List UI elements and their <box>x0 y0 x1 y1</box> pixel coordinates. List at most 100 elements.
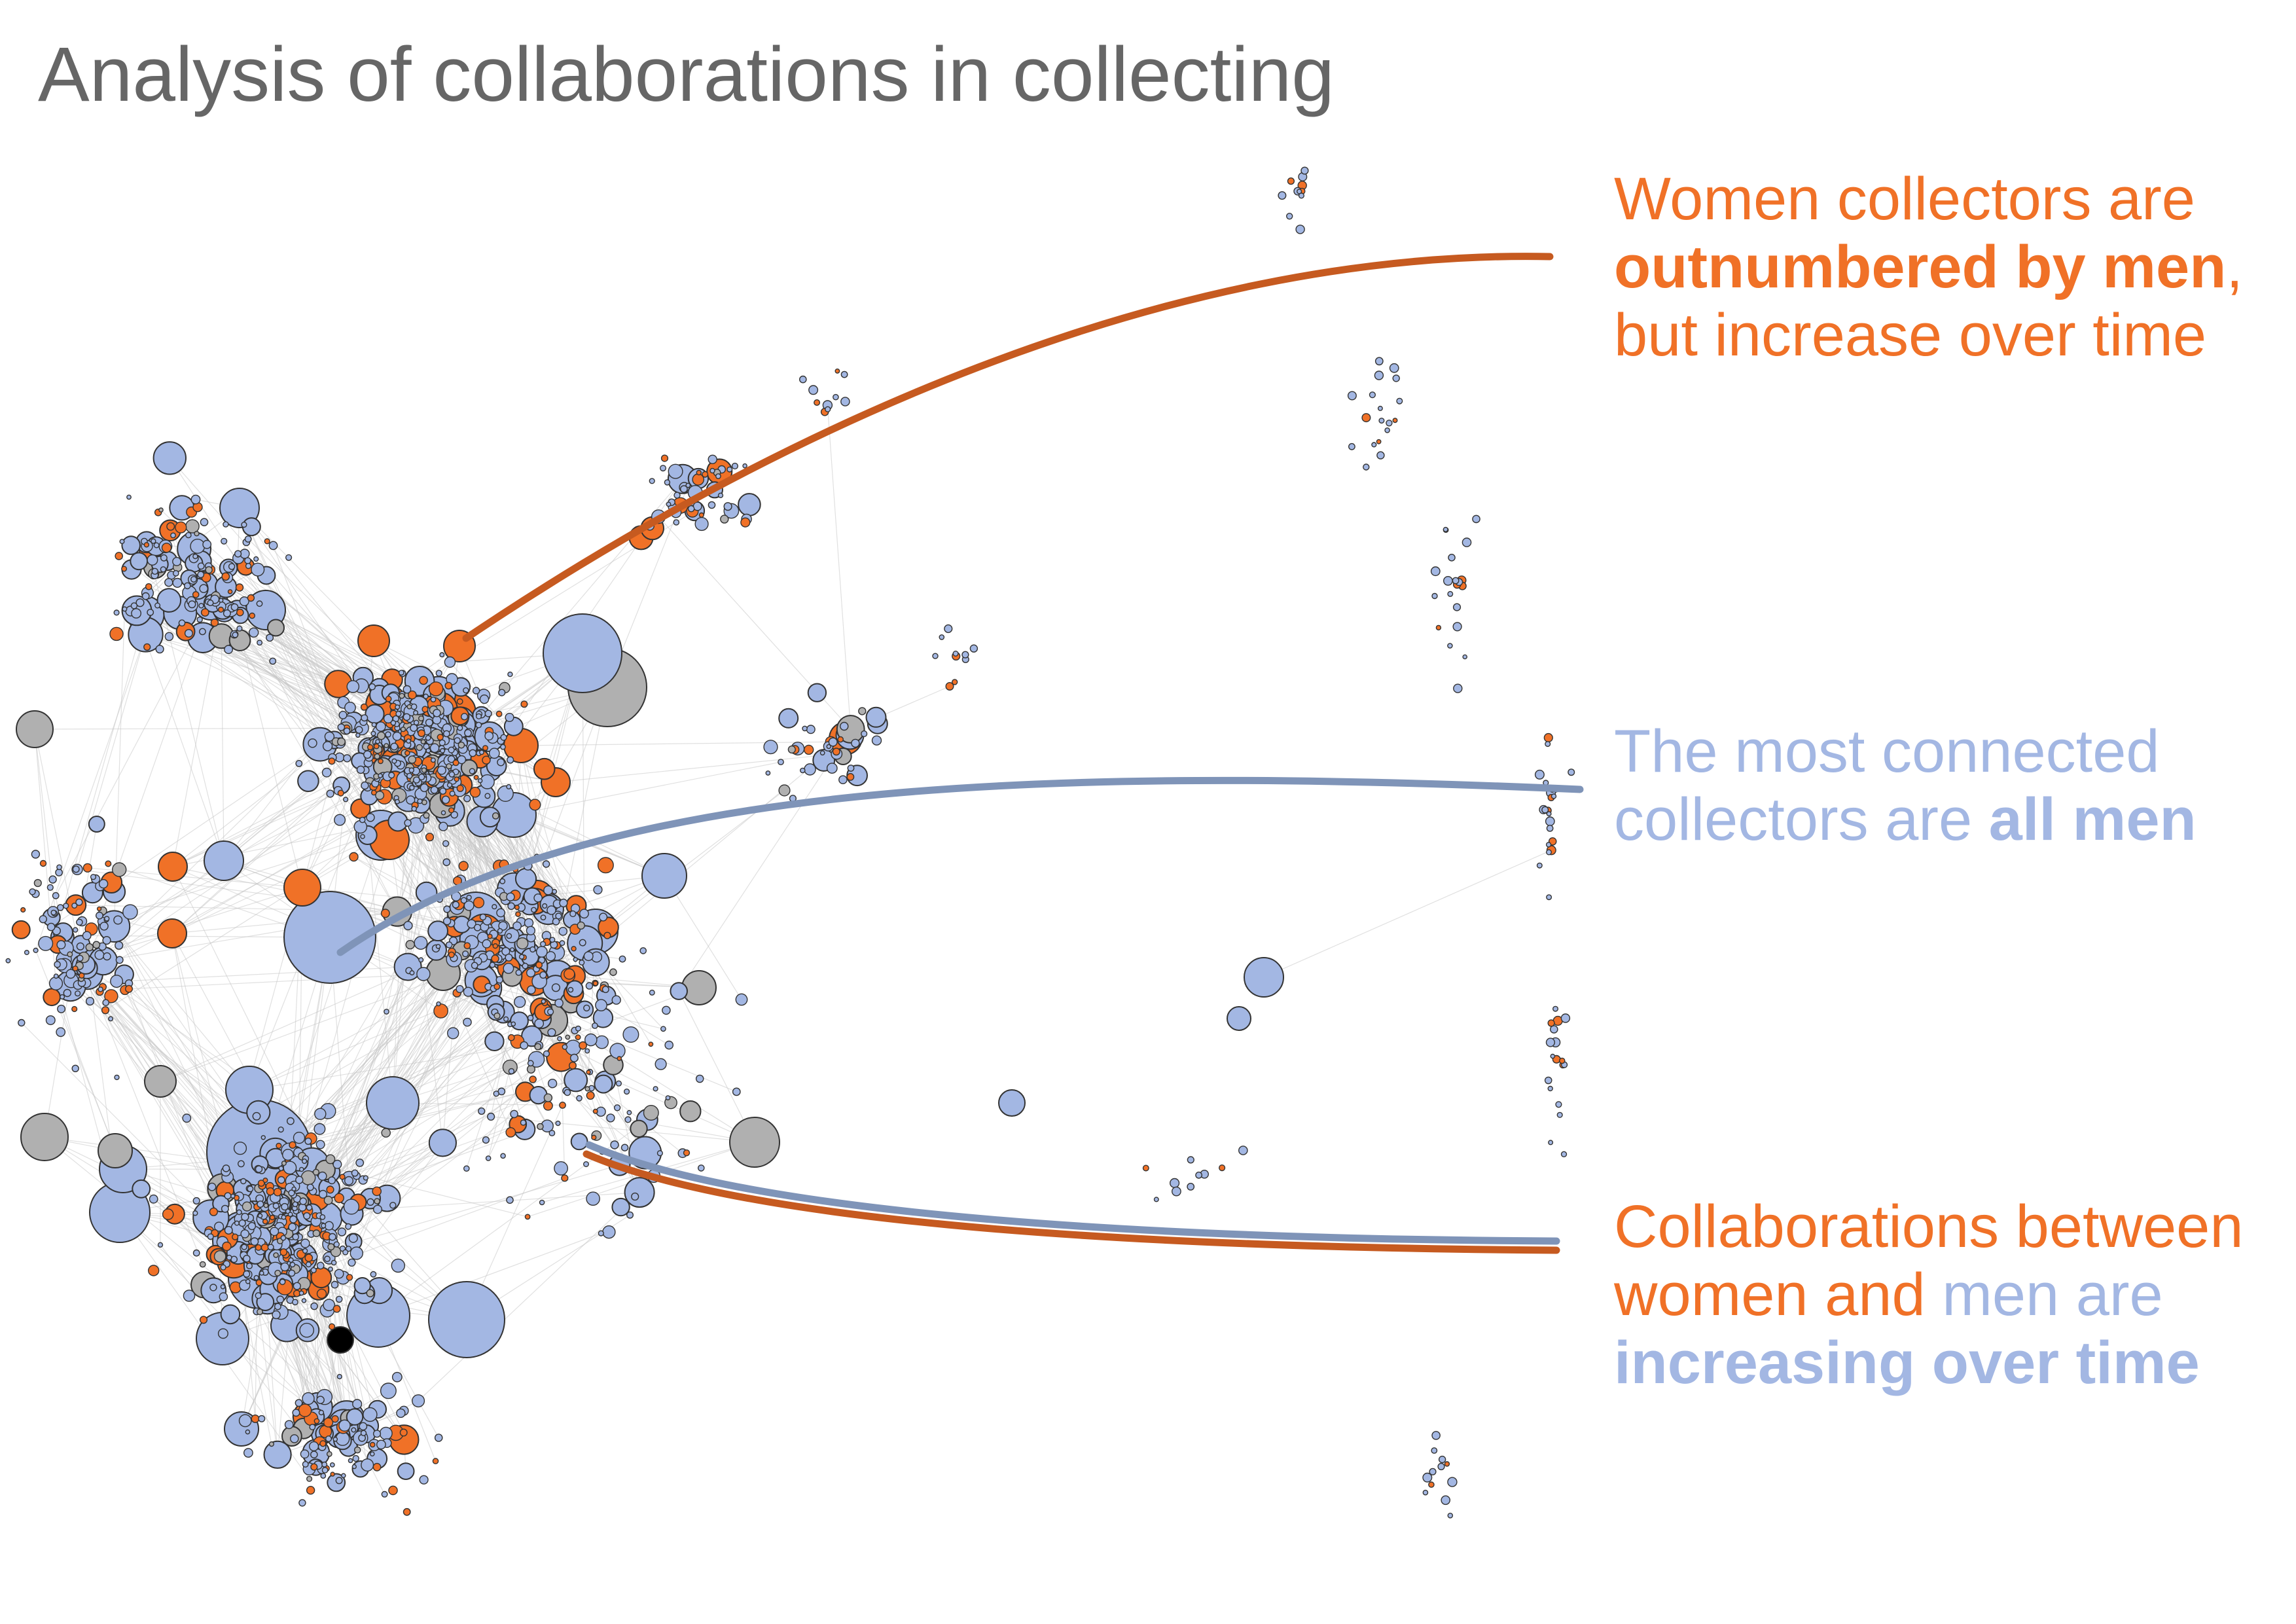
collector-node-men <box>260 1135 266 1140</box>
collector-node-men <box>708 454 717 464</box>
collector-node-unknown <box>787 745 796 754</box>
collector-node-men <box>433 709 441 717</box>
collector-node-men <box>450 810 458 819</box>
collector-node-men <box>555 1120 561 1127</box>
collector-node-women <box>740 517 751 528</box>
annotation-mixed-text-1: Collaborations between women and <box>1614 1193 2244 1328</box>
collector-node-men <box>543 885 553 895</box>
collector-node-men <box>236 1209 242 1216</box>
collector-node-men <box>511 1021 516 1027</box>
annotation-mixed-text-3: increasing over time <box>1614 1329 2200 1396</box>
collector-node-men <box>403 920 413 931</box>
annotation-mixed-text-2: men are <box>1942 1261 2163 1328</box>
collector-node-unknown <box>778 784 791 797</box>
collector-node-men <box>1376 451 1385 460</box>
collector-node-men <box>826 744 831 749</box>
network-edge <box>334 988 486 1285</box>
collector-node-unknown <box>92 941 101 949</box>
collector-node-men <box>420 783 429 793</box>
collector-node-women <box>433 1003 448 1019</box>
collector-node-men <box>243 1270 251 1278</box>
collector-node-men <box>543 1050 550 1057</box>
collector-node-men <box>765 770 771 776</box>
collector-node-men <box>435 670 442 677</box>
collector-node-men <box>155 645 164 654</box>
collector-node-women <box>232 1233 239 1240</box>
collector-node-men <box>1552 1005 1558 1012</box>
collector-node-unknown <box>268 1441 275 1447</box>
collector-node-men <box>419 1475 429 1485</box>
collector-node-men <box>172 577 183 588</box>
collector-node-women <box>586 1091 595 1100</box>
collector-node-women <box>370 789 377 796</box>
collector-node-men <box>298 1499 306 1507</box>
collector-node-men <box>1447 1512 1454 1519</box>
collector-node-women <box>346 1274 353 1281</box>
collector-node-men <box>370 1271 377 1278</box>
collector-node-men <box>372 1430 382 1438</box>
collector-node-men <box>567 986 574 993</box>
collector-node-men <box>807 683 827 702</box>
collector-node-men <box>413 776 420 784</box>
collector-node-men <box>329 1233 336 1241</box>
collector-node-men <box>427 920 448 942</box>
collector-node-men <box>430 757 436 763</box>
collector-node-men <box>518 954 525 960</box>
collector-node-men <box>272 1202 279 1210</box>
collector-node-men <box>246 1100 271 1125</box>
collector-node-men <box>1374 370 1384 380</box>
collector-node-men <box>619 955 626 963</box>
collector-node-men <box>1545 1038 1556 1047</box>
collector-node-men <box>301 1298 307 1303</box>
collector-node-women <box>514 905 520 911</box>
collector-node-men <box>391 1258 405 1273</box>
collector-node-men <box>302 1158 308 1164</box>
network-edge <box>1263 850 1552 978</box>
collector-node-women <box>1376 439 1382 444</box>
collector-node-men <box>366 813 375 822</box>
collector-node-men <box>583 1161 590 1167</box>
collector-node-unknown <box>375 791 385 801</box>
collector-node-men <box>1551 793 1557 799</box>
collector-node-women <box>251 1414 260 1423</box>
collector-node-men <box>559 940 565 947</box>
collector-node-men <box>509 947 515 952</box>
collector-node-women <box>660 454 669 462</box>
collector-node-women <box>495 710 503 717</box>
collector-node-unknown <box>16 710 54 748</box>
collector-node-men <box>233 1142 247 1155</box>
collector-node-women <box>428 681 444 696</box>
collector-node-men <box>253 1274 259 1281</box>
collector-node-men <box>214 1221 224 1232</box>
collector-node-men <box>249 627 259 638</box>
collector-node-men <box>1443 526 1448 532</box>
collector-node-men <box>207 1233 214 1240</box>
collector-node-men <box>526 968 536 978</box>
collector-node-men <box>217 1328 228 1339</box>
collector-node-men <box>569 910 577 918</box>
collector-node-unknown <box>421 767 427 773</box>
collector-node-men <box>219 598 224 603</box>
collector-node-men <box>378 773 383 778</box>
network-edge <box>392 1102 563 1106</box>
collector-node-men <box>88 816 105 833</box>
collector-node-men <box>1437 1462 1445 1471</box>
collector-node-men <box>506 892 515 901</box>
collector-node-men <box>527 1015 534 1021</box>
collector-node-men <box>356 765 365 774</box>
network-edge <box>312 1192 640 1214</box>
collector-node-men <box>295 1399 303 1407</box>
collector-node-men <box>840 370 848 378</box>
collector-node-men <box>641 853 687 899</box>
collector-node-men <box>562 1044 568 1050</box>
collector-node-women <box>71 1005 78 1013</box>
collector-node-women <box>408 690 417 700</box>
collector-node-men <box>477 778 483 784</box>
collector-node-unknown <box>422 799 427 806</box>
collector-node-women <box>529 799 541 811</box>
collector-node-women <box>314 1418 320 1424</box>
collector-node-men <box>668 463 683 479</box>
collector-node-men <box>359 1422 368 1431</box>
collector-node-men <box>664 479 671 486</box>
collector-node-men <box>435 944 441 949</box>
